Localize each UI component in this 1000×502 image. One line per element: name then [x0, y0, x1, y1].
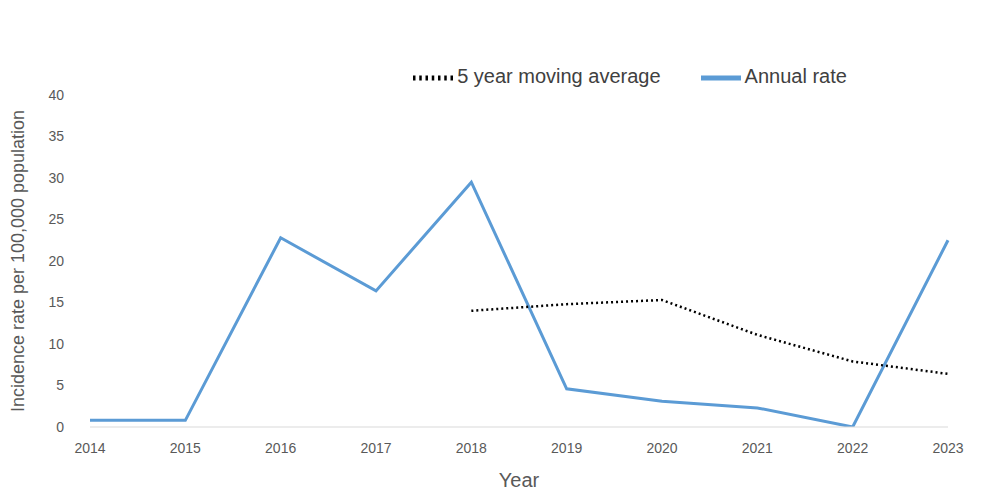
svg-text:Year: Year — [499, 469, 540, 491]
svg-text:2023: 2023 — [932, 440, 963, 456]
svg-text:40: 40 — [48, 87, 64, 103]
svg-text:5: 5 — [56, 377, 64, 393]
svg-text:2015: 2015 — [170, 440, 201, 456]
svg-text:25: 25 — [48, 211, 64, 227]
svg-text:2019: 2019 — [551, 440, 582, 456]
svg-text:30: 30 — [48, 170, 64, 186]
svg-text:10: 10 — [48, 336, 64, 352]
html-text:Annual rate: Annual rate — [744, 65, 847, 88]
svg-text:35: 35 — [48, 128, 64, 144]
svg-text:2018: 2018 — [456, 440, 487, 456]
svg-text:0: 0 — [56, 419, 64, 435]
svg-text:2022: 2022 — [837, 440, 868, 456]
svg-text:2020: 2020 — [646, 440, 677, 456]
svg-text:15: 15 — [48, 294, 64, 310]
svg-text:2021: 2021 — [742, 440, 773, 456]
html-text:5 year moving average: 5 year moving average — [457, 65, 661, 88]
svg-text:2017: 2017 — [360, 440, 391, 456]
svg-text:20: 20 — [48, 253, 64, 269]
svg-text:Incidence rate per 100,000 pop: Incidence rate per 100,000 population — [8, 110, 28, 412]
svg-text:2016: 2016 — [265, 440, 296, 456]
svg-text:2014: 2014 — [74, 440, 105, 456]
